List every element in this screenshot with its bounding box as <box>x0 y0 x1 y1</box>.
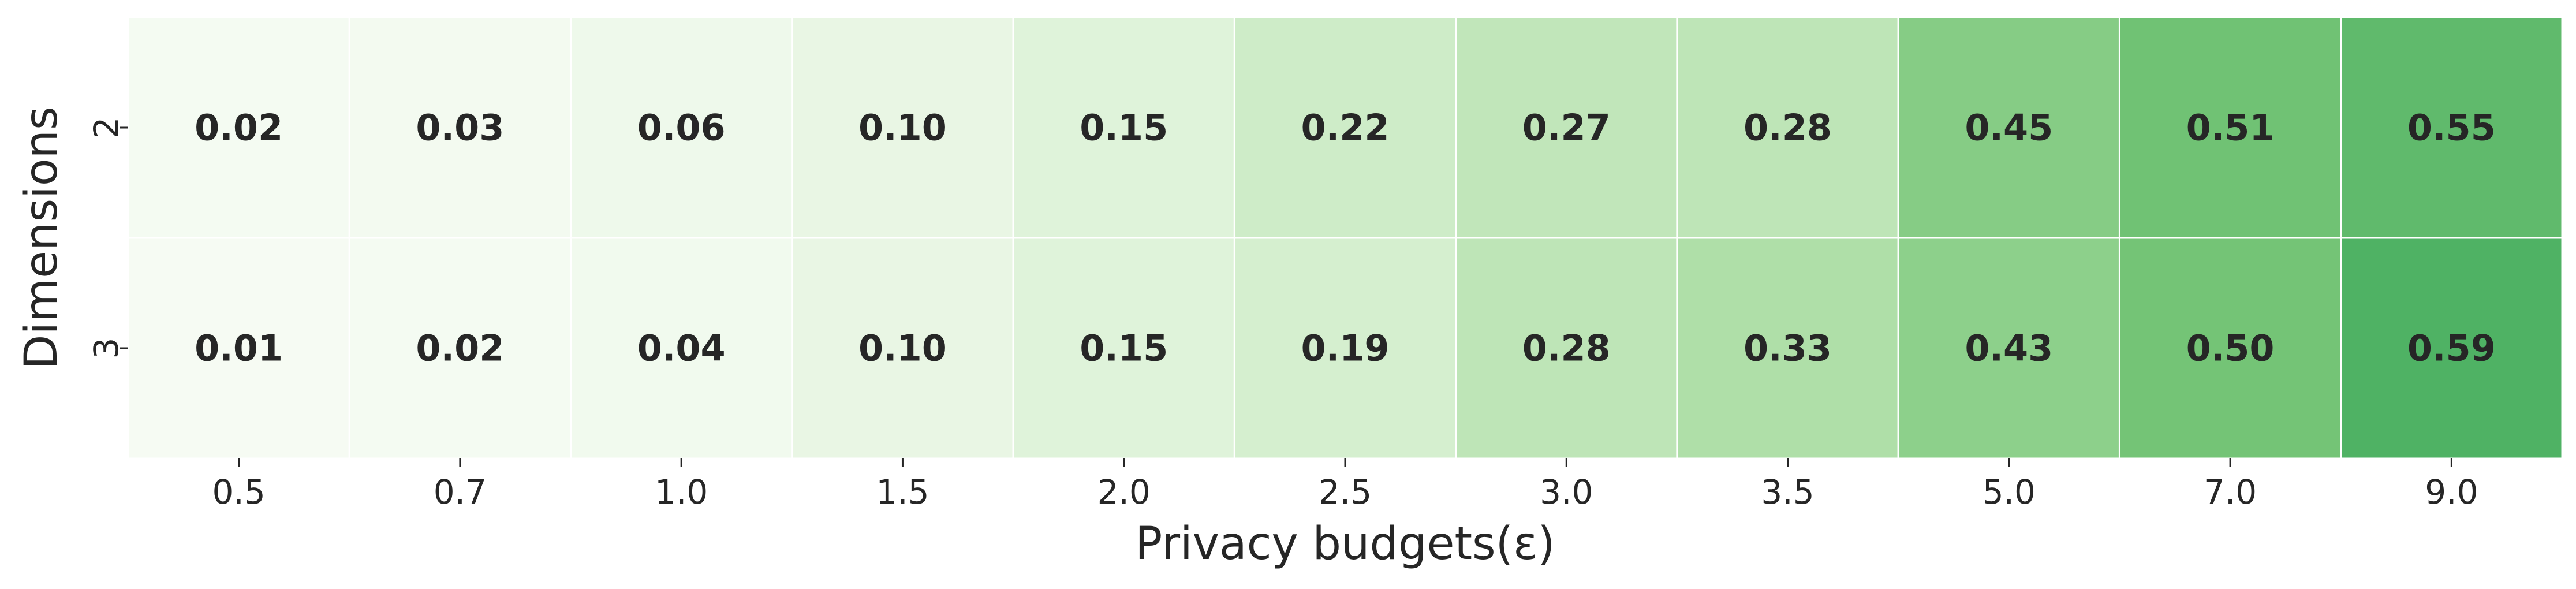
cell-value-label: 0.06 <box>637 107 726 149</box>
heatmap-cell <box>570 237 793 460</box>
cell-value-label: 0.28 <box>1744 107 1832 149</box>
cell-value-label: 0.27 <box>1522 107 1611 149</box>
x-tick-label: 2.5 <box>1319 472 1372 512</box>
heatmap-cell <box>127 237 350 460</box>
cell-value-label: 0.51 <box>2186 107 2275 149</box>
heatmap-cell <box>1676 237 1899 460</box>
heatmap-cell <box>127 16 350 239</box>
y-axis-label: Dimensions <box>16 106 68 369</box>
cell-value-label: 0.55 <box>2407 107 2496 149</box>
x-tick-label: 3.5 <box>1761 472 1814 512</box>
heatmap-cell <box>1676 16 1899 239</box>
heatmap-cell <box>570 16 793 239</box>
heatmap-cell <box>1012 237 1235 460</box>
cell-value-label: 0.01 <box>195 327 283 370</box>
cell-value-label: 0.10 <box>858 107 947 149</box>
heatmap-cells <box>127 16 2563 460</box>
x-axis-ticks: 0.5 0.7 1.0 1.5 2.0 2.5 3.0 3.5 5.0 7.0 9.0 <box>212 458 2478 512</box>
y-tick-label: 2 <box>87 117 126 139</box>
heatmap-cell <box>1233 16 1457 239</box>
y-tick-label: 3 <box>87 338 126 359</box>
cell-value-label: 0.43 <box>1965 327 2053 370</box>
x-tick-label: 3.0 <box>1540 472 1593 512</box>
cell-value-label: 0.50 <box>2186 327 2275 370</box>
heatmap-cell <box>2340 16 2563 239</box>
heatmap-cell-labels: 0.02 0.03 0.06 0.10 0.15 0.22 0.27 0.28 0.45 0.51… <box>195 107 2496 370</box>
cell-value-label: 0.19 <box>1301 327 1390 370</box>
x-tick-label: 0.5 <box>212 472 266 512</box>
cell-value-label: 0.10 <box>858 327 947 370</box>
x-tick-label: 9.0 <box>2425 472 2478 512</box>
cell-value-label: 0.45 <box>1965 107 2053 149</box>
heatmap-cell <box>1897 237 2120 460</box>
cell-value-label: 0.59 <box>2407 327 2496 370</box>
heatmap-cell <box>348 16 572 239</box>
y-axis-ticks: 23 <box>87 117 128 359</box>
heatmap-cell <box>348 237 572 460</box>
cell-value-label: 0.22 <box>1301 107 1390 149</box>
x-tick-label: 0.7 <box>434 472 487 512</box>
cell-value-label: 0.02 <box>195 107 283 149</box>
heatmap-cell <box>791 237 1014 460</box>
cell-value-label: 0.15 <box>1080 327 1168 370</box>
cell-value-label: 0.28 <box>1522 327 1611 370</box>
x-tick-label: 2.0 <box>1097 472 1151 512</box>
cell-value-label: 0.33 <box>1744 327 1832 370</box>
heatmap-cell <box>2118 16 2342 239</box>
cell-value-label: 0.03 <box>416 107 504 149</box>
cell-value-label: 0.02 <box>416 327 504 370</box>
heatmap-cell <box>791 16 1014 239</box>
heatmap-cell <box>2340 237 2563 460</box>
x-tick-label: 1.5 <box>876 472 929 512</box>
heatmap-cell <box>1012 16 1235 239</box>
x-tick-label: 7.0 <box>2204 472 2257 512</box>
x-tick-label: 5.0 <box>1983 472 2036 512</box>
x-axis-label: Privacy budgets(ε) <box>1135 518 1555 570</box>
heatmap-cell <box>1455 237 1678 460</box>
cell-value-label: 0.04 <box>637 327 726 370</box>
heatmap-cell <box>2118 237 2342 460</box>
cell-value-label: 0.15 <box>1080 107 1168 149</box>
heatmap-cell <box>1233 237 1457 460</box>
x-tick-label: 1.0 <box>655 472 708 512</box>
